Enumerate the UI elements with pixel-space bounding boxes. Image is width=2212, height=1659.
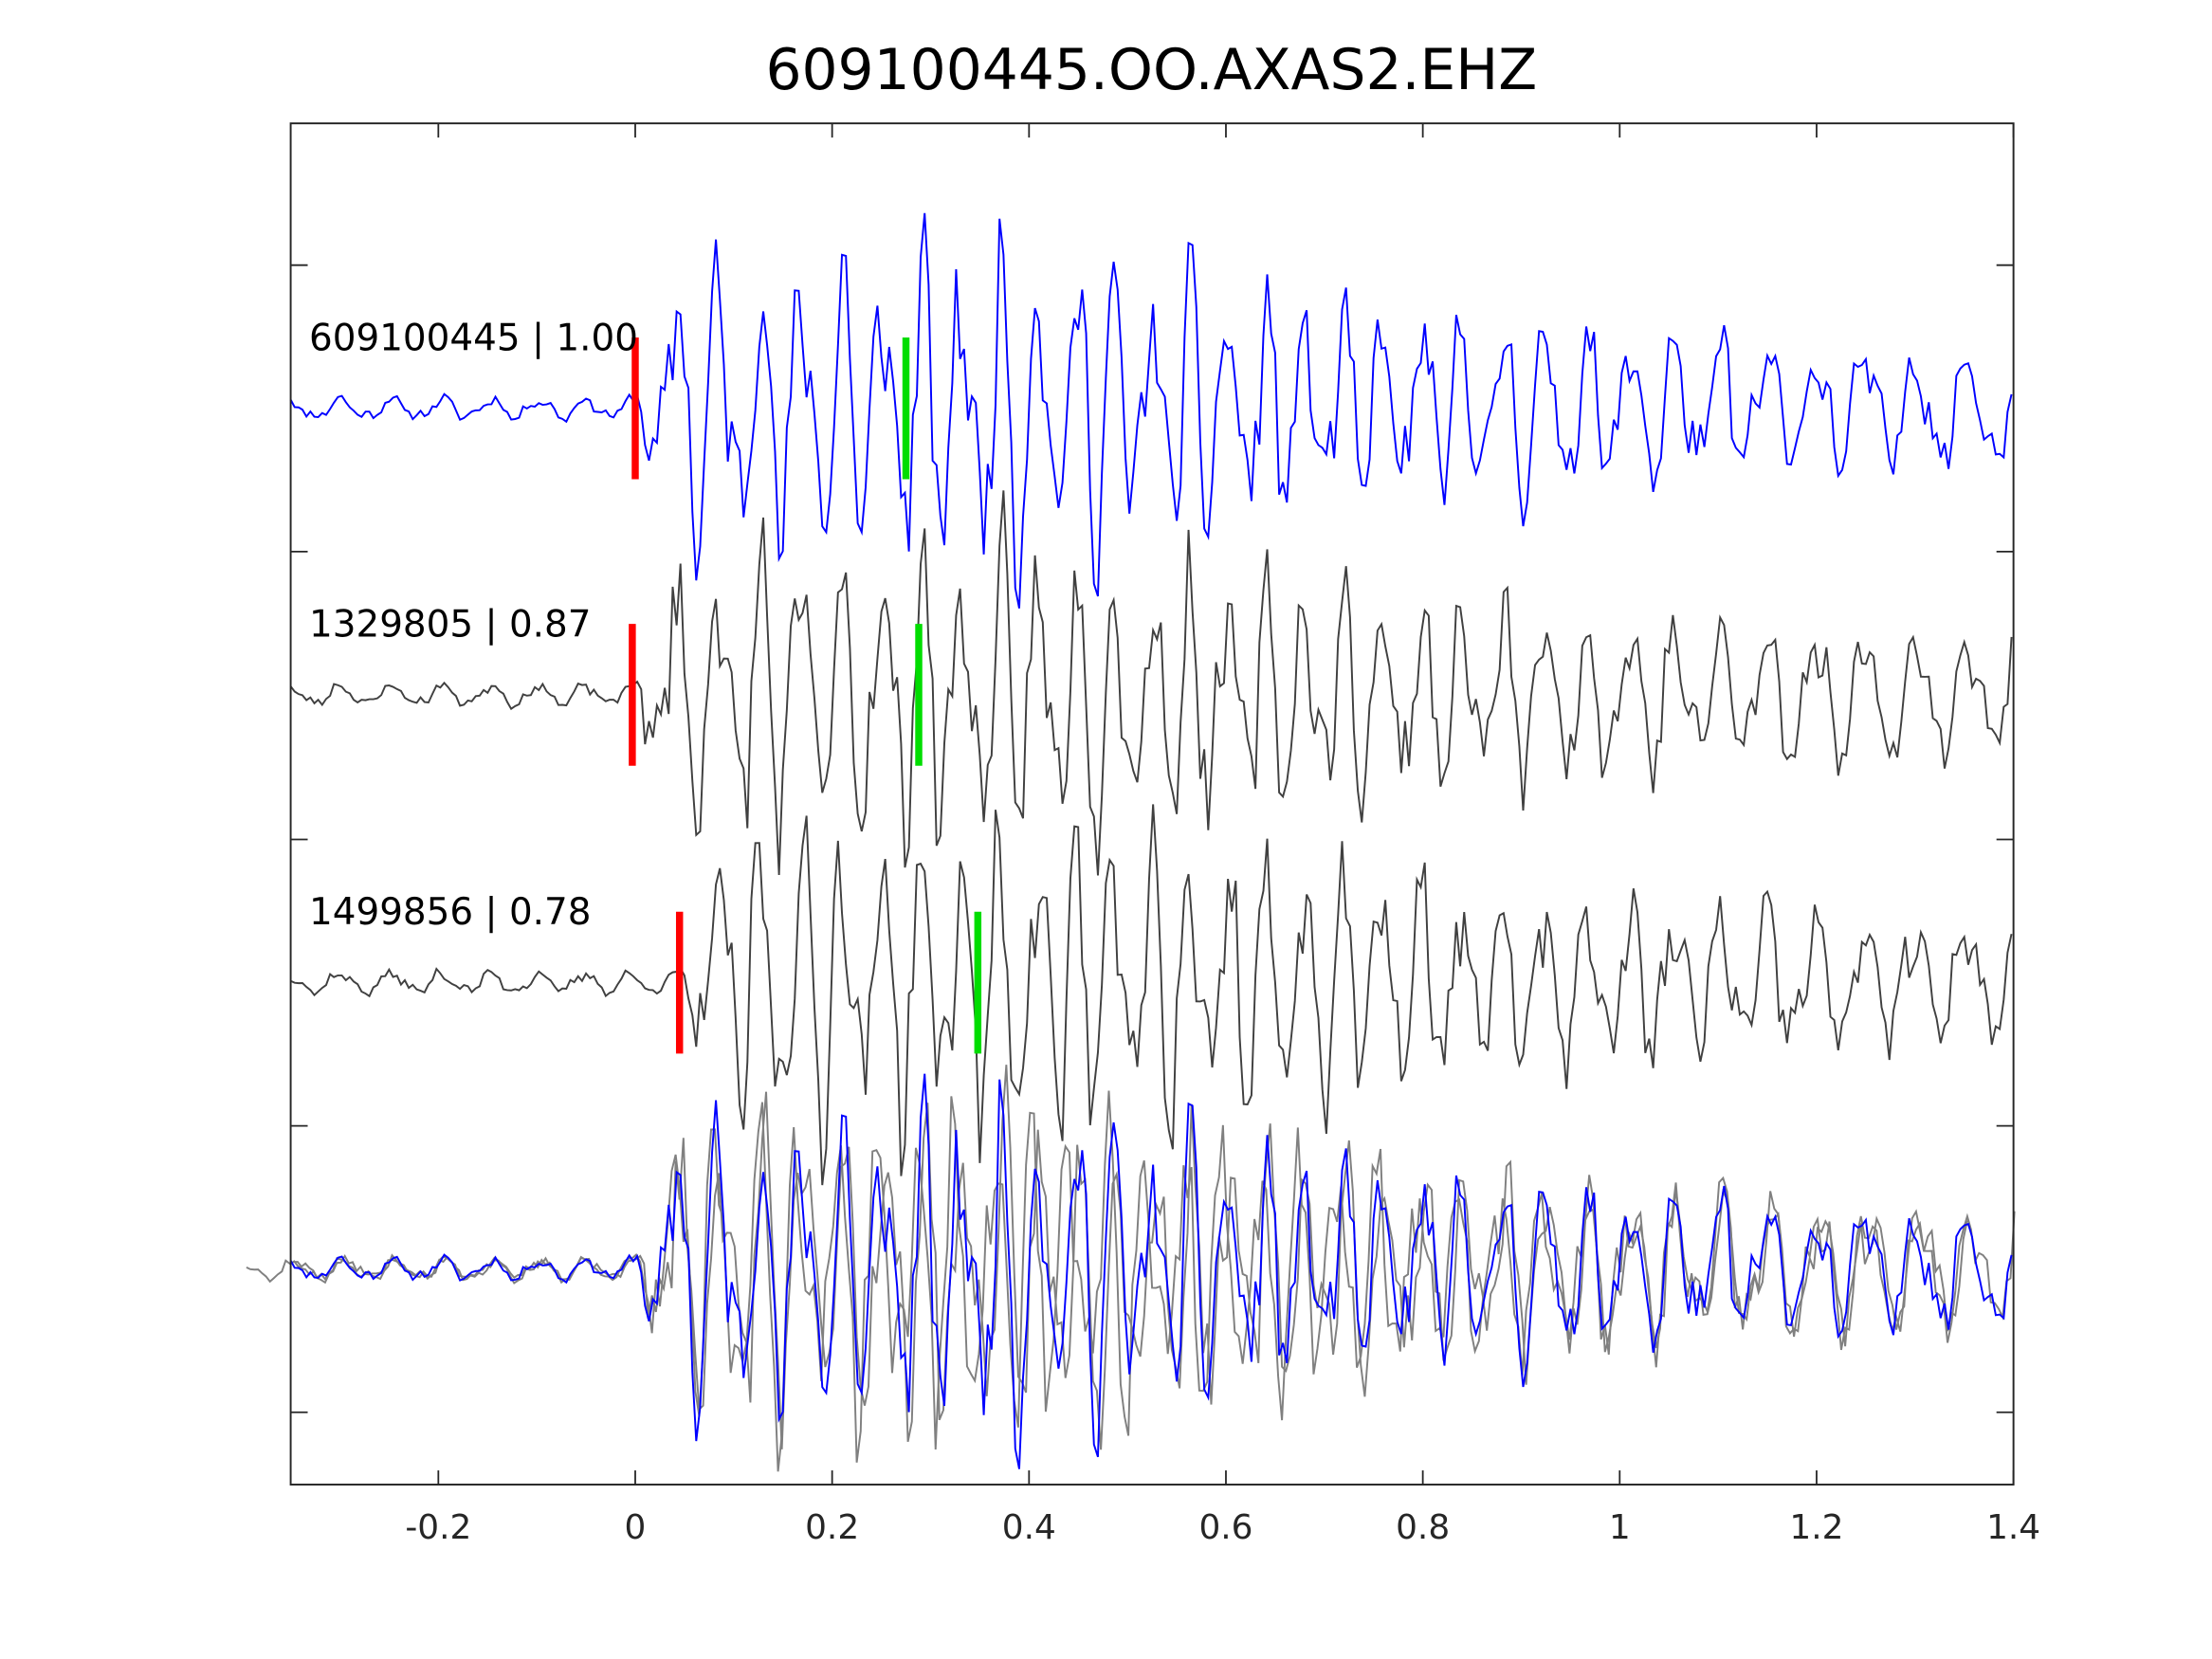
x-tick-label: 0.2	[805, 1508, 859, 1547]
axis-ticks: -0.2 0 0.2 0.4 0.6 0.8 1 1.2 1.4	[290, 123, 2040, 1547]
x-tick-label: 1	[1609, 1508, 1631, 1547]
x-tick-label: -0.2	[405, 1508, 471, 1547]
chart-title: 609100445.OO.AXAS2.EHZ	[765, 37, 1537, 103]
waveform-trace-1499856	[290, 804, 2013, 1186]
x-tick-label: 0.8	[1396, 1508, 1450, 1547]
picks	[629, 337, 982, 1054]
waveform-trace-1329805	[289, 490, 2013, 876]
traces	[246, 212, 2016, 1472]
trace-label: 1499856 | 0.78	[309, 891, 591, 934]
x-tick-label: 0	[625, 1508, 647, 1547]
trace-label: 1329805 | 0.87	[309, 604, 591, 647]
trace-labels: 609100445 | 1.00 1329805 | 0.87 1499856 | …	[309, 317, 638, 934]
x-tick-label: 1.4	[1986, 1508, 2040, 1547]
x-tick-label: 1.2	[1789, 1508, 1843, 1547]
plot-frame	[289, 122, 2015, 1486]
x-tick-label: 0.4	[1002, 1508, 1056, 1547]
waveform-trace-609100445	[289, 212, 2013, 609]
overlay-trace-1499856	[246, 1090, 1968, 1472]
x-tick-label: 0.6	[1198, 1508, 1252, 1547]
trace-label: 609100445 | 1.00	[309, 317, 638, 359]
overlay-trace-609100445	[289, 1073, 2013, 1469]
overlay-trace-1329805	[292, 1065, 2016, 1450]
